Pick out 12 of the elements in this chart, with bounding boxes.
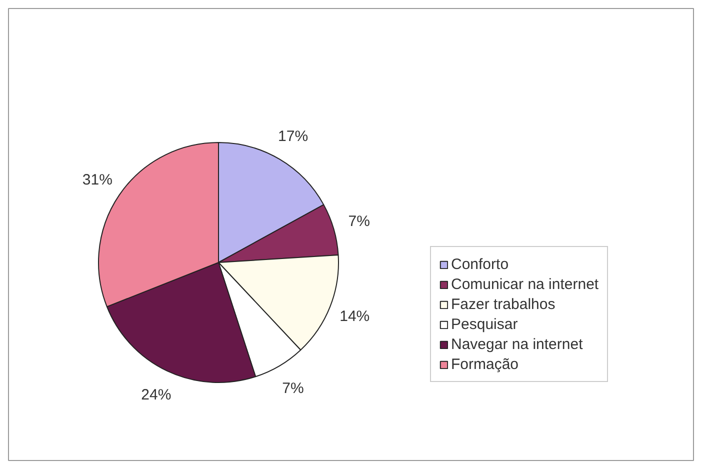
data-label: 7% [282,380,304,398]
data-label: 17% [278,128,308,145]
data-label: 7% [348,213,370,230]
data-label: 24% [141,386,172,404]
legend-label: Navegar na internet [451,335,583,353]
data-label: 14% [340,308,370,325]
legend-label: Fazer trabalhos [451,295,556,313]
legend-label: Conforto [451,255,509,273]
data-label: 31% [82,172,112,189]
legend-label: Comunicar na internet [451,275,599,293]
legend-label: Pesquisar [451,315,518,333]
legend-label: Formação [451,355,519,373]
